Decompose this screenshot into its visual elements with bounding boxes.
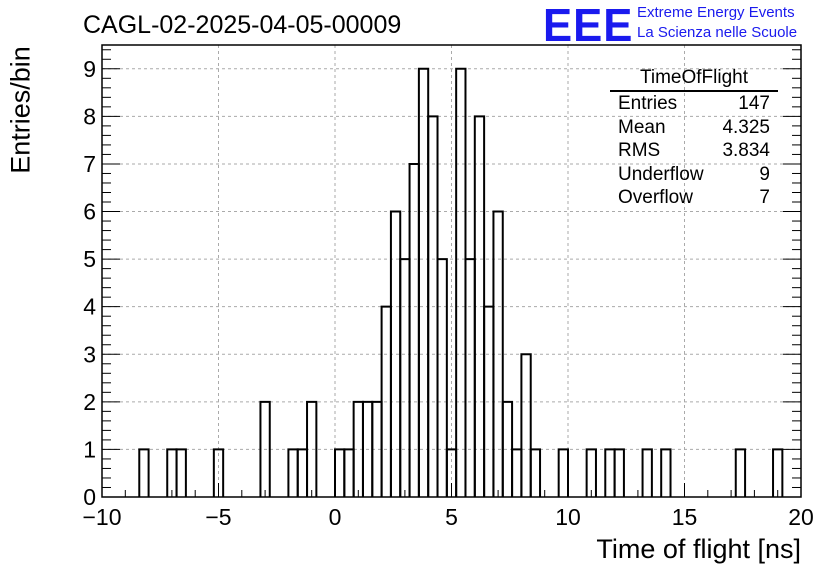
stats-value: 7 <box>759 187 770 208</box>
stats-value: 4.325 <box>722 116 770 138</box>
histogram-bin <box>641 448 653 497</box>
histogram-bin <box>604 448 616 497</box>
x-tick-label: 10 <box>555 504 581 530</box>
stats-row-underflow: Underflow 9 <box>610 163 778 187</box>
stats-label: Entries <box>618 93 678 114</box>
histogram-bin <box>212 448 225 497</box>
y-tick-label: 8 <box>83 103 96 129</box>
tagline-line-1: Extreme Energy Events <box>637 4 795 21</box>
histogram-bin <box>306 400 318 497</box>
x-tick-label: −5 <box>205 504 231 530</box>
y-tick-label: 4 <box>83 294 96 320</box>
y-tick-label: 9 <box>83 56 96 82</box>
histogram-bin <box>175 448 187 497</box>
stats-value: 9 <box>759 163 770 185</box>
histogram-bin <box>511 448 523 497</box>
histogram-bin <box>613 448 625 497</box>
histogram-line <box>138 67 784 497</box>
x-tick-label: −10 <box>82 504 121 530</box>
histogram-bin <box>557 448 569 497</box>
histogram-bin <box>138 448 150 497</box>
x-tick-label: 20 <box>788 504 814 530</box>
y-tick-label: 7 <box>83 151 96 177</box>
logo-tagline: Extreme Energy Events La Scienza nelle S… <box>637 3 797 43</box>
stats-row-mean: Mean 4.325 <box>610 116 778 140</box>
histogram-bin <box>408 162 420 497</box>
stats-value: 3.834 <box>722 140 770 161</box>
histogram-bin <box>287 448 299 497</box>
stats-box: TimeOfFlight Entries 147 Mean 4.325 RMS … <box>610 66 778 210</box>
tagline-line-2: La Scienza nelle Scuole <box>637 24 798 41</box>
histogram-bin <box>343 448 355 497</box>
histogram-bin <box>734 448 747 497</box>
x-tick-label: 0 <box>329 504 342 530</box>
y-tick-label: 1 <box>83 436 96 462</box>
histogram-bin <box>259 400 271 497</box>
stats-row-entries: Entries 147 <box>610 92 778 116</box>
histogram-bin <box>436 258 448 497</box>
histogram-bin <box>772 448 784 497</box>
histogram-bin <box>660 448 672 497</box>
histogram-bin <box>464 258 476 497</box>
y-tick-label: 5 <box>83 246 96 272</box>
stats-label: Underflow <box>618 163 704 185</box>
histogram-bin <box>166 448 178 497</box>
histogram-bin <box>296 448 309 497</box>
x-tick-label: 15 <box>672 504 698 530</box>
eee-logo: EEE <box>543 0 634 51</box>
y-tick-label: 3 <box>83 341 96 367</box>
stats-row-overflow: Overflow 7 <box>610 186 778 210</box>
histogram-bin <box>529 448 542 497</box>
x-tick-label: 5 <box>445 504 458 530</box>
run-title: CAGL-02-2025-04-05-00009 <box>83 11 402 39</box>
y-tick-label: 2 <box>83 389 96 415</box>
histogram-bin <box>417 67 430 497</box>
stats-label: RMS <box>618 140 661 161</box>
histogram-bin <box>520 353 532 497</box>
stats-label: Overflow <box>618 187 693 208</box>
histogram-bin <box>585 448 597 497</box>
stats-title: TimeOfFlight <box>610 66 778 92</box>
y-tick-label: 6 <box>83 199 96 225</box>
histogram-bin <box>455 67 467 497</box>
histogram-bin <box>334 448 346 497</box>
stats-value: 147 <box>738 93 770 114</box>
axis-tick-labels: −10 −5 0 5 10 15 20 0 1 2 3 4 5 6 7 8 9 <box>82 56 813 530</box>
histogram-bin <box>399 258 411 497</box>
y-tick-label: 0 <box>83 484 96 510</box>
histogram-bin <box>492 210 504 497</box>
stats-row-rms: RMS 3.834 <box>610 139 778 163</box>
stats-label: Mean <box>618 116 666 138</box>
x-axis-label: Time of flight [ns] <box>596 534 801 564</box>
axis-ticks <box>101 49 802 498</box>
